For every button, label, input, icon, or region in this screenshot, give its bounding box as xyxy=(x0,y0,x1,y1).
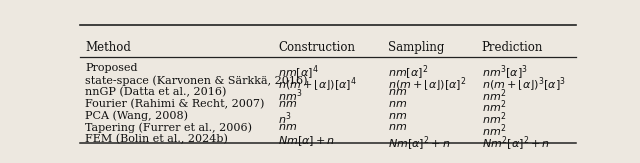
Text: Tapering (Furrer et al., 2006): Tapering (Furrer et al., 2006) xyxy=(85,122,252,133)
Text: $nm^3$: $nm^3$ xyxy=(278,87,303,104)
Text: $n(m+\lfloor\alpha\rfloor)^3[\alpha]^3$: $n(m+\lfloor\alpha\rfloor)^3[\alpha]^3$ xyxy=(482,75,566,94)
Text: $nm[\alpha]^4$: $nm[\alpha]^4$ xyxy=(278,63,319,82)
Text: $Nm^2[\alpha]^2+n$: $Nm^2[\alpha]^2+n$ xyxy=(482,134,550,153)
Text: $nm^2$: $nm^2$ xyxy=(482,111,506,127)
Text: $n(m+\lfloor\alpha\rfloor)[\alpha]^2$: $n(m+\lfloor\alpha\rfloor)[\alpha]^2$ xyxy=(388,75,466,94)
Text: Prediction: Prediction xyxy=(482,41,543,54)
Text: $nm$: $nm$ xyxy=(388,99,406,109)
Text: $nm[\alpha]^2$: $nm[\alpha]^2$ xyxy=(388,63,428,82)
Text: FEM (Bolin et al., 2024b): FEM (Bolin et al., 2024b) xyxy=(85,134,228,145)
Text: PCA (Wang, 2008): PCA (Wang, 2008) xyxy=(85,111,188,121)
Text: $nm$: $nm$ xyxy=(278,99,298,109)
Text: $Nm[\alpha]^2+n$: $Nm[\alpha]^2+n$ xyxy=(388,134,450,153)
Text: Proposed: Proposed xyxy=(85,63,138,74)
Text: $nm$: $nm$ xyxy=(278,122,298,133)
Text: $nm^2$: $nm^2$ xyxy=(482,122,506,139)
Text: $n^3$: $n^3$ xyxy=(278,111,292,127)
Text: $nm^2$: $nm^2$ xyxy=(482,87,506,104)
Text: $n(m+\lfloor\alpha\rfloor)[\alpha]^4$: $n(m+\lfloor\alpha\rfloor)[\alpha]^4$ xyxy=(278,75,357,94)
Text: $nm^2$: $nm^2$ xyxy=(482,99,506,115)
Text: $nm$: $nm$ xyxy=(388,87,406,97)
Text: $nm$: $nm$ xyxy=(388,111,406,121)
Text: $nm$: $nm$ xyxy=(388,122,406,133)
Text: nnGP (Datta et al., 2016): nnGP (Datta et al., 2016) xyxy=(85,87,227,97)
Text: $Nm[\alpha]+n$: $Nm[\alpha]+n$ xyxy=(278,134,335,148)
Text: Fourier (Rahimi & Recht, 2007): Fourier (Rahimi & Recht, 2007) xyxy=(85,99,264,109)
Text: Method: Method xyxy=(85,41,131,54)
Text: $nm^3[\alpha]^3$: $nm^3[\alpha]^3$ xyxy=(482,63,528,82)
Text: Construction: Construction xyxy=(278,41,355,54)
Text: state-space (Karvonen & Särkkä, 2016): state-space (Karvonen & Särkkä, 2016) xyxy=(85,75,307,86)
Text: Sampling: Sampling xyxy=(388,41,444,54)
